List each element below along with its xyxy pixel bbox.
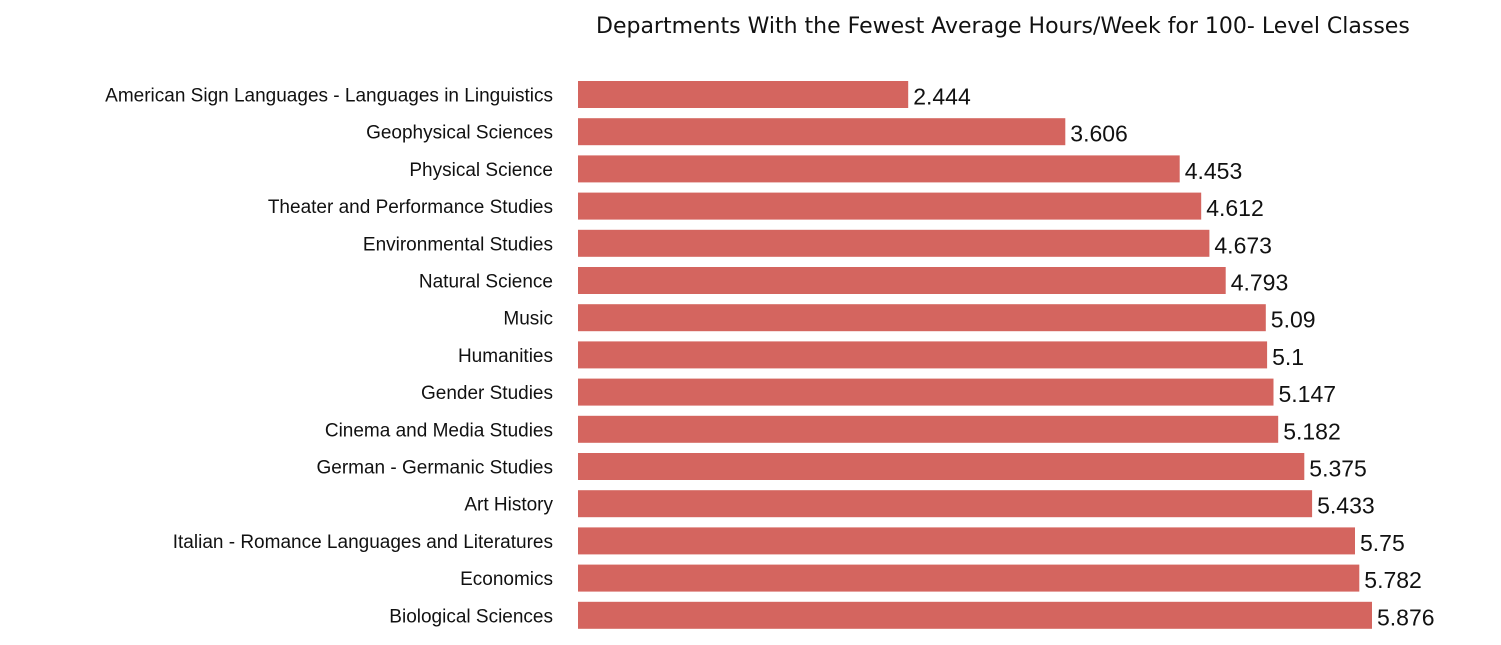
data-label: 5.09 — [1271, 307, 1316, 333]
category-label: American Sign Languages - Languages in L… — [105, 86, 553, 107]
bar — [578, 192, 1202, 220]
category-label: German - Germanic Studies — [316, 458, 553, 479]
value-labels: 2.444 3.606 4.453 4.612 4.673 4.793 5.09 5.1 5.1… — [913, 84, 1434, 631]
category-label: Art History — [464, 495, 553, 516]
category-label: Gender Studies — [421, 383, 553, 404]
bar — [578, 378, 1274, 406]
bar — [578, 81, 909, 108]
data-label: 4.453 — [1185, 158, 1243, 184]
data-label: 5.433 — [1317, 493, 1375, 519]
category-label: Environmental Studies — [363, 234, 553, 255]
data-label: 4.612 — [1206, 195, 1264, 221]
bar — [578, 527, 1355, 555]
bar — [578, 341, 1268, 369]
category-label: Natural Science — [419, 272, 553, 293]
chart-title: Departments With the Fewest Average Hour… — [596, 14, 1410, 39]
bar — [578, 229, 1210, 257]
data-label: 5.782 — [1364, 567, 1422, 593]
bar — [578, 490, 1313, 518]
data-label: 4.673 — [1214, 232, 1272, 258]
data-label: 5.876 — [1377, 604, 1435, 630]
category-label: Italian - Romance Languages and Literatu… — [173, 532, 553, 553]
data-label: 4.793 — [1231, 270, 1289, 296]
data-label: 5.147 — [1279, 381, 1337, 407]
bars-layer — [578, 81, 1372, 629]
category-label: Geophysical Sciences — [366, 123, 553, 144]
data-label: 5.375 — [1309, 456, 1367, 482]
category-label: Cinema and Media Studies — [325, 420, 553, 441]
category-label: Biological Sciences — [389, 606, 553, 627]
category-label: Music — [503, 309, 553, 330]
category-label: Physical Science — [409, 160, 553, 181]
category-label: Economics — [460, 569, 553, 590]
data-label: 2.444 — [913, 84, 971, 110]
data-label: 3.606 — [1070, 121, 1128, 147]
bar — [578, 453, 1305, 480]
data-label: 5.1 — [1272, 344, 1304, 370]
category-label: Humanities — [458, 346, 553, 367]
data-label: 5.182 — [1283, 418, 1341, 444]
bar — [578, 415, 1279, 443]
category-label: Theater and Performance Studies — [268, 197, 553, 218]
bar — [578, 155, 1180, 183]
bar — [578, 564, 1360, 592]
bar — [578, 118, 1066, 146]
category-labels: American Sign Languages - Languages in L… — [105, 86, 553, 628]
bar — [578, 601, 1372, 629]
bar — [578, 267, 1226, 294]
data-label: 5.75 — [1360, 530, 1405, 556]
bar — [578, 304, 1266, 332]
